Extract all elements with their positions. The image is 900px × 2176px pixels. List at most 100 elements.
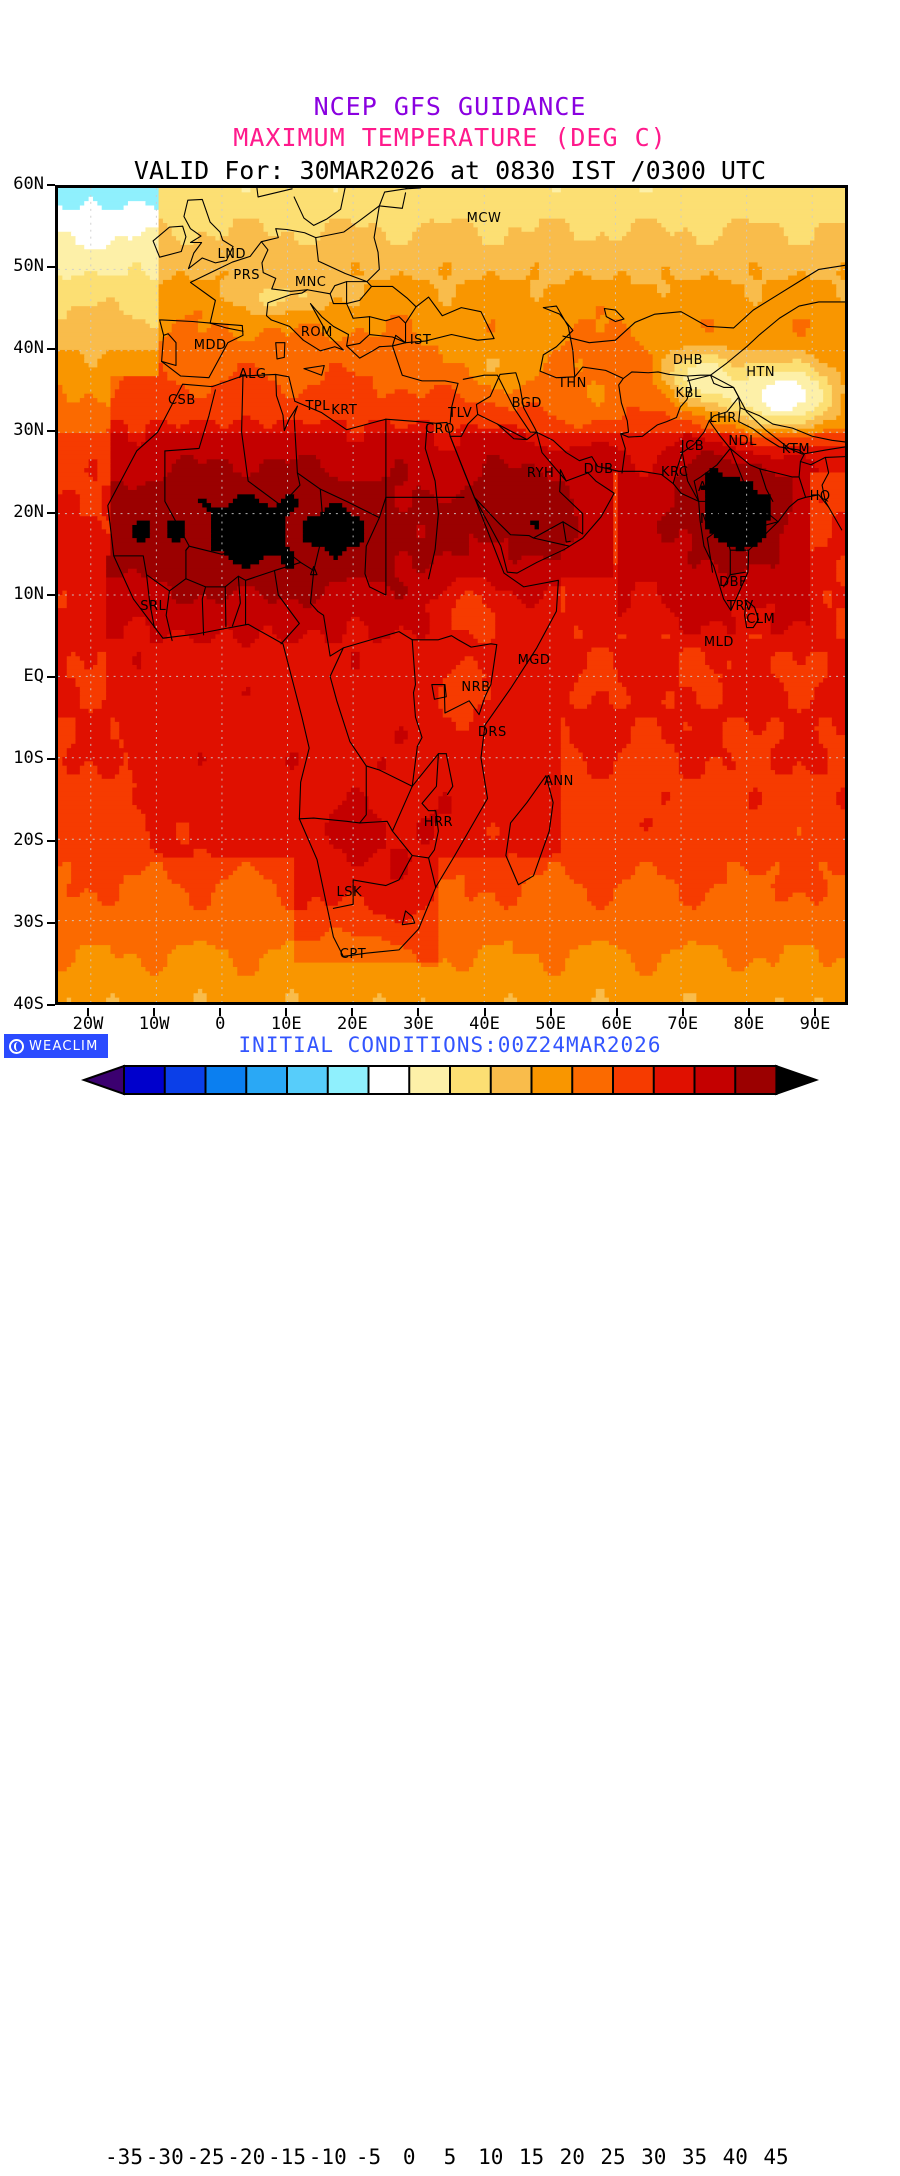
lon-label-80E: 80E: [733, 1014, 765, 1034]
page-title-valid-time: VALID For: 30MAR2026 at 0830 IST /0300 U…: [133, 156, 767, 185]
colorbar: -35 -30 -25 -20 -15 -10 -5 0 5 10 15 20 25 30 35 40 45: [0, 1060, 900, 2168]
colorbar-label-5: 5: [443, 2145, 457, 2169]
city-label-mnc: MNC: [294, 274, 327, 290]
lat-label-40N: 40N: [13, 338, 44, 358]
city-label-dhb: DHB: [672, 353, 704, 369]
city-label-ann: ANN: [543, 773, 574, 789]
city-label-ktm: KTM: [781, 441, 811, 457]
city-label-htn: HTN: [746, 364, 776, 380]
city-label-krc: KRC: [660, 464, 689, 480]
temperature-map: [58, 188, 845, 1002]
city-label-mcw: MCW: [466, 211, 502, 227]
lat-tick-40N: [47, 348, 55, 350]
city-label-ryh: RYH: [526, 466, 555, 482]
city-label-kbl: KBL: [675, 386, 702, 402]
city-label-dbf: DBF: [719, 574, 748, 590]
lat-label-40S: 40S: [13, 994, 44, 1014]
lon-tick-50E: [549, 1008, 552, 1016]
lon-tick-10W: [153, 1008, 156, 1016]
lat-label-20S: 20S: [13, 830, 44, 850]
lat-tick-20S: [47, 840, 55, 842]
logo-ring-icon: [9, 1038, 24, 1054]
lat-label-30N: 30N: [13, 420, 44, 440]
city-label-cro: CRO: [425, 422, 455, 438]
city-label-ist: IST: [409, 332, 432, 348]
city-label-prs: PRS: [233, 268, 261, 284]
colorbar-label-neg30: -30: [145, 2145, 184, 2169]
lon-label-70E: 70E: [667, 1014, 699, 1034]
weaclim-logo[interactable]: WEACLIM: [4, 1034, 108, 1058]
lon-tick-30E: [417, 1008, 420, 1016]
colorbar-label-35: 35: [681, 2145, 708, 2169]
lat-label-30S: 30S: [13, 912, 44, 932]
coastlines-and-borders: [107, 188, 845, 957]
lat-tick-EQ: [47, 676, 55, 678]
city-label-tlv: TLV: [448, 405, 473, 421]
city-label-hrr: HRR: [423, 814, 454, 830]
colorbar-label-neg10: -10: [308, 2145, 347, 2169]
city-label-drs: DRS: [477, 724, 507, 740]
lon-label-10E: 10E: [270, 1014, 302, 1034]
lat-tick-60N: [47, 184, 55, 186]
colorbar-label-10: 10: [478, 2145, 504, 2169]
city-label-thn: THN: [557, 376, 587, 392]
city-label-lnd: LND: [217, 246, 247, 262]
colorbar-swatches: [80, 1064, 820, 1096]
lon-tick-80E: [747, 1008, 750, 1016]
lon-tick-70E: [681, 1008, 684, 1016]
lon-tick-40E: [483, 1008, 486, 1016]
city-label-rom: ROM: [300, 325, 333, 341]
logo-text: WEACLIM: [29, 1038, 99, 1054]
city-label-alg: ALG: [238, 367, 267, 383]
city-label-mld: MLD: [703, 634, 734, 650]
city-label-clm: CLM: [746, 612, 776, 628]
city-label-lsk: LSK: [336, 884, 363, 900]
title-block: NCEP GFS GUIDANCE MAXIMUM TEMPERATURE (D…: [0, 92, 900, 188]
colorbar-label-40: 40: [722, 2145, 748, 2169]
weather-map-page: NCEP GFS GUIDANCE MAXIMUM TEMPERATURE (D…: [0, 92, 900, 2168]
city-label-nrb: NRB: [461, 679, 491, 695]
city-label-srl: SRL: [140, 599, 167, 615]
lat-label-60N: 60N: [13, 174, 44, 194]
city-label-ndl: NDL: [728, 434, 757, 450]
lon-label-30E: 30E: [403, 1014, 434, 1034]
colorbar-label-neg15: -15: [268, 2145, 306, 2169]
lat-tick-30N: [47, 430, 55, 432]
lat-label-10S: 10S: [13, 748, 44, 768]
colorbar-label-15: 15: [518, 2145, 545, 2169]
colorbar-label-45: 45: [763, 2145, 789, 2169]
colorbar-label-neg5: -5: [355, 2145, 382, 2169]
city-label-mum: MUM: [699, 512, 734, 528]
lon-label-50E: 50E: [535, 1014, 566, 1034]
lat-tick-40S: [47, 1004, 55, 1006]
lat-tick-50N: [47, 266, 55, 268]
page-title-variable: MAXIMUM TEMPERATURE (DEG C): [233, 123, 667, 152]
lon-label-40E: 40E: [469, 1014, 500, 1034]
colorbar-label-25: 25: [600, 2145, 626, 2169]
colorbar-tick-labels: -35 -30 -25 -20 -15 -10 -5 0 5 10 15 20 25 30 35 40 45: [0, 2146, 900, 2176]
temperature-field: [58, 188, 845, 1002]
lat-label-20N: 20N: [13, 502, 44, 522]
city-label-tpl: TPL: [305, 399, 330, 415]
lon-label-20W: 20W: [72, 1014, 104, 1034]
lon-label-0: 0: [215, 1014, 226, 1034]
city-label-krt: KRT: [331, 403, 358, 419]
city-label-hq: HQ: [809, 488, 831, 504]
city-label-ahm: AHM: [697, 480, 730, 496]
page-title-agency: NCEP GFS GUIDANCE: [313, 92, 587, 121]
city-label-dub: DUB: [583, 462, 614, 478]
city-label-lhr: LHR: [709, 410, 737, 426]
colorbar-label-neg20: -20: [227, 2145, 266, 2169]
colorbar-label-30: 30: [641, 2145, 667, 2169]
colorbar-label-20: 20: [559, 2145, 585, 2169]
lat-tick-10N: [47, 594, 55, 596]
city-label-trv: TRV: [727, 599, 754, 615]
lat-tick-30S: [47, 922, 55, 924]
colorbar-label-neg35: -35: [105, 2145, 143, 2169]
lon-tick-20E: [351, 1008, 354, 1016]
city-label-mgd: MGD: [517, 652, 551, 668]
lat-tick-20N: [47, 512, 55, 514]
map-plot-area[interactable]: [55, 185, 848, 1005]
lat-label-10N: 10N: [13, 584, 44, 604]
city-label-mdd: MDD: [193, 337, 227, 353]
